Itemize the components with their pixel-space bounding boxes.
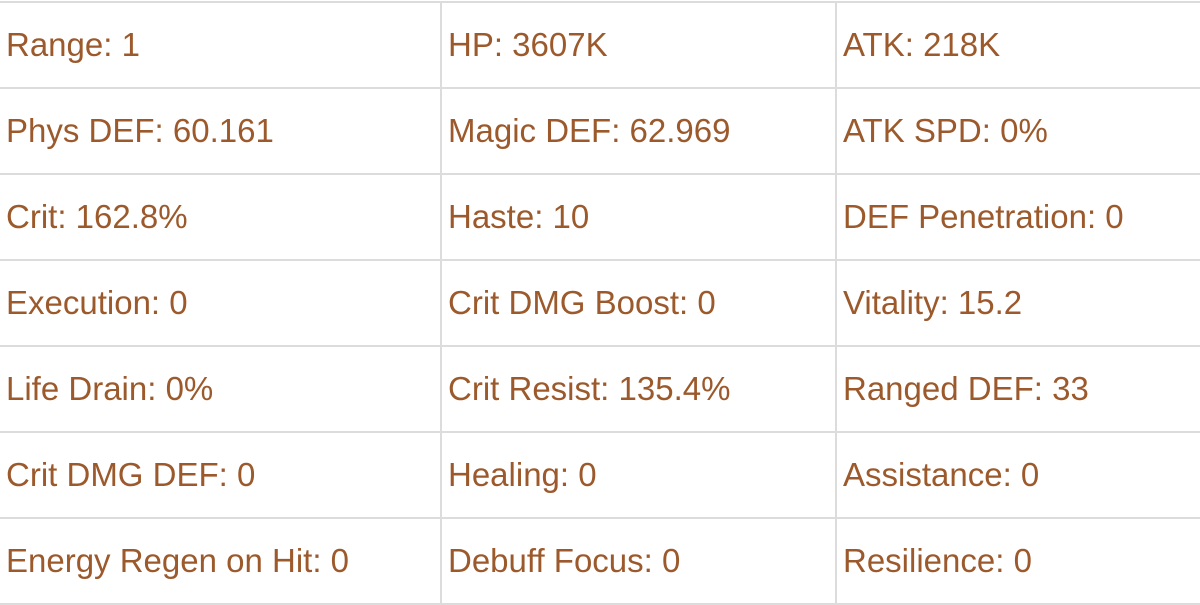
stat-cell: Energy Regen on Hit: 0 <box>0 517 442 605</box>
stat-cell: Debuff Focus: 0 <box>440 517 837 605</box>
stat-cell: Assistance: 0 <box>835 431 1200 519</box>
stat-cell: Resilience: 0 <box>835 517 1200 605</box>
stat-cell: Life Drain: 0% <box>0 345 442 433</box>
table-row: Crit DMG DEF: 0 Healing: 0 Assistance: 0 <box>0 431 1200 519</box>
table-row: Life Drain: 0% Crit Resist: 135.4% Ranged … <box>0 345 1200 433</box>
table-row: Range: 1 HP: 3607K ATK: 218K <box>0 1 1200 89</box>
table-row: Execution: 0 Crit DMG Boost: 0 Vitality: 1… <box>0 259 1200 347</box>
stat-cell: Healing: 0 <box>440 431 837 519</box>
stat-cell: Crit DMG DEF: 0 <box>0 431 442 519</box>
stat-cell: Crit DMG Boost: 0 <box>440 259 837 347</box>
table-row: Energy Regen on Hit: 0 Debuff Focus: 0 Res… <box>0 517 1200 605</box>
stat-cell: Vitality: 15.2 <box>835 259 1200 347</box>
stat-cell: Ranged DEF: 33 <box>835 345 1200 433</box>
stat-cell: Haste: 10 <box>440 173 837 261</box>
stat-cell: ATK SPD: 0% <box>835 87 1200 175</box>
stat-cell: Execution: 0 <box>0 259 442 347</box>
table-row: Phys DEF: 60.161 Magic DEF: 62.969 ATK SPD… <box>0 87 1200 175</box>
stat-cell: Crit: 162.8% <box>0 173 442 261</box>
table-row: Crit: 162.8% Haste: 10 DEF Penetration: 0 <box>0 173 1200 261</box>
stat-cell: DEF Penetration: 0 <box>835 173 1200 261</box>
stat-cell: Range: 1 <box>0 1 442 89</box>
stat-cell: ATK: 218K <box>835 1 1200 89</box>
stat-cell: Phys DEF: 60.161 <box>0 87 442 175</box>
stat-cell: HP: 3607K <box>440 1 837 89</box>
stat-cell: Crit Resist: 135.4% <box>440 345 837 433</box>
stat-cell: Magic DEF: 62.969 <box>440 87 837 175</box>
